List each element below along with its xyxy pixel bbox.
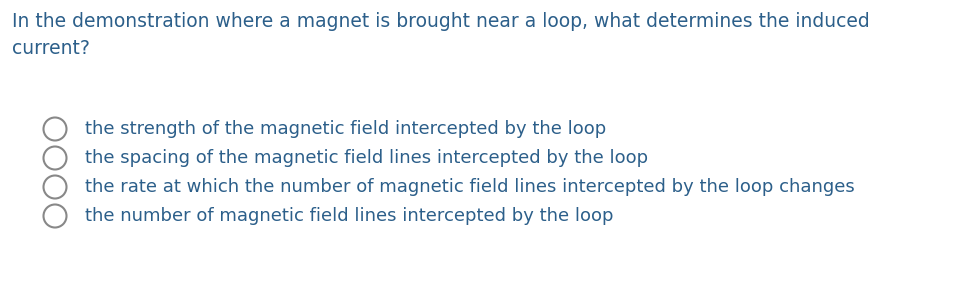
Text: the strength of the magnetic field intercepted by the loop: the strength of the magnetic field inter… — [85, 120, 606, 138]
Text: the number of magnetic field lines intercepted by the loop: the number of magnetic field lines inter… — [85, 207, 613, 225]
Text: the spacing of the magnetic field lines intercepted by the loop: the spacing of the magnetic field lines … — [85, 149, 648, 167]
Text: the rate at which the number of magnetic field lines intercepted by the loop cha: the rate at which the number of magnetic… — [85, 178, 855, 196]
Text: In the demonstration where a magnet is brought near a loop, what determines the : In the demonstration where a magnet is b… — [12, 12, 869, 57]
